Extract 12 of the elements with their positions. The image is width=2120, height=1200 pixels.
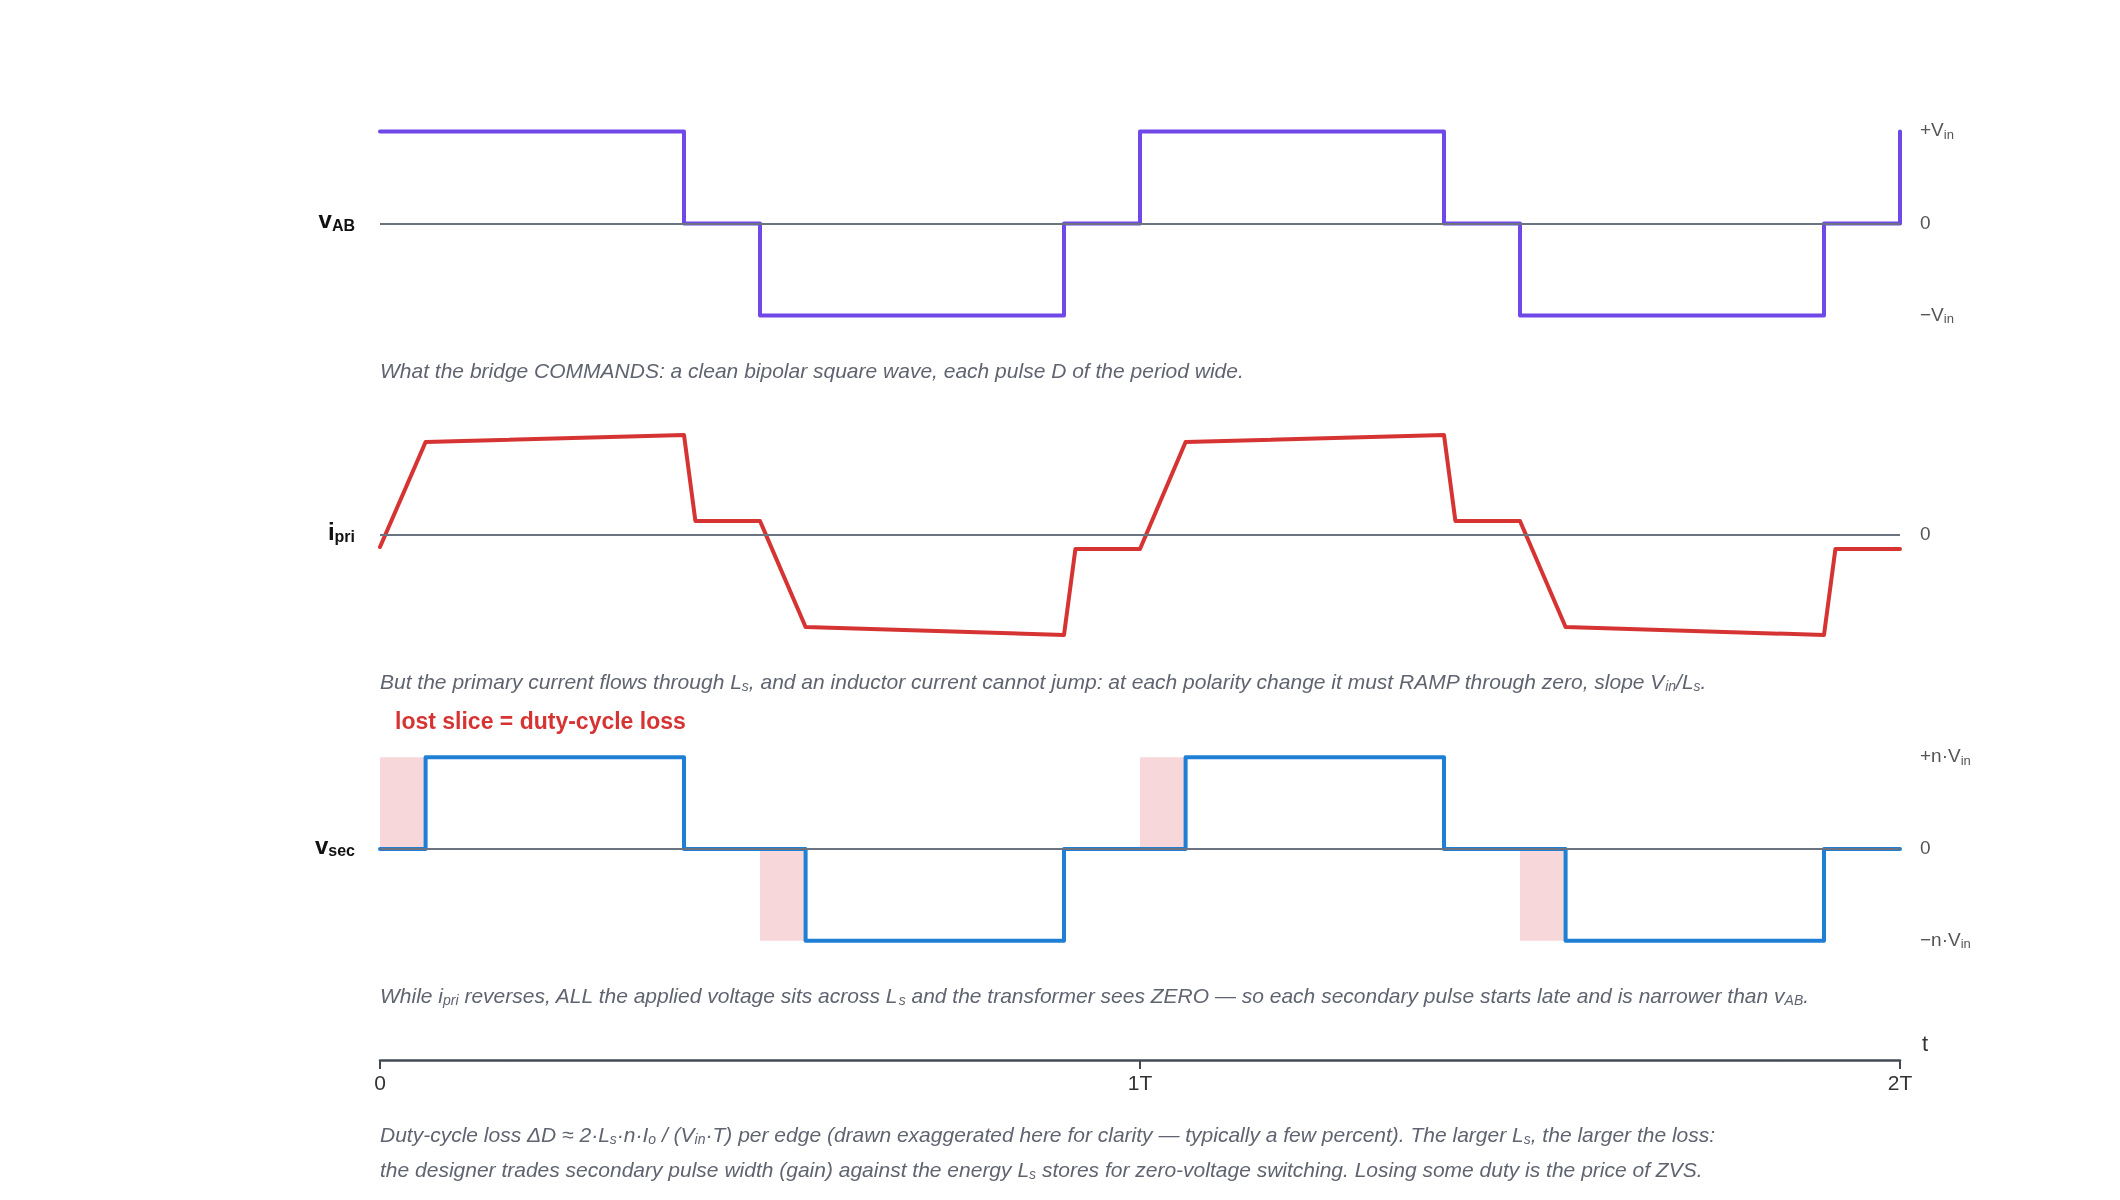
text: What the bridge COMMANDS: a clean bipolar square wave, each pulse D of the period wide. <box>380 359 1244 382</box>
x-tick-label: 0 <box>374 1071 386 1094</box>
x-axis-title: t <box>1922 1030 1929 1056</box>
band-label: lost slice = duty-cycle loss <box>395 707 686 734</box>
x-tick-label: 1T <box>1127 1071 1153 1094</box>
text: 0 <box>1920 523 1931 544</box>
text: 0 <box>1920 837 1931 858</box>
y-axis-title: vsec <box>314 831 356 859</box>
text: 0 <box>1920 211 1931 233</box>
x-tick-label: 2T <box>1887 1071 1913 1094</box>
y-axis-title: vAB <box>318 206 355 234</box>
y-axis-title: ipri <box>327 517 356 545</box>
